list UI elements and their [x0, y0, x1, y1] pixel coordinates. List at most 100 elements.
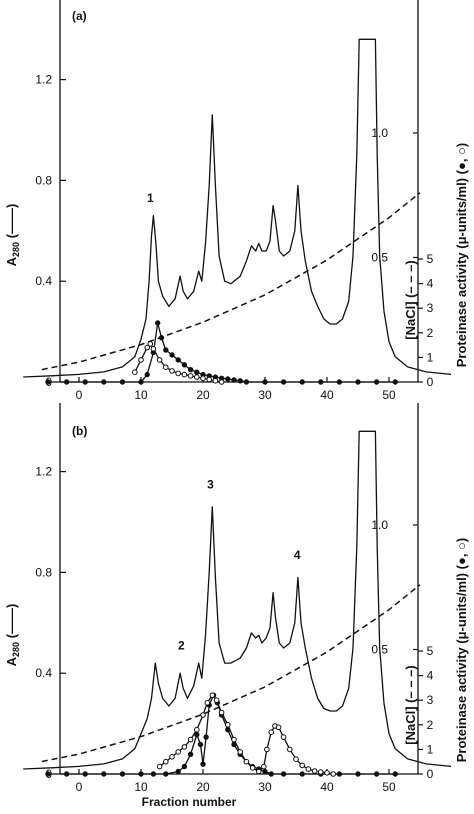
activity-point-open: [311, 768, 318, 774]
peak-label: 3: [207, 477, 214, 491]
x-tick-label: 10: [134, 780, 148, 794]
y-tick-label: 0.8: [35, 565, 52, 579]
activity-point-open: [200, 375, 206, 382]
activity-tick-label: 5: [427, 252, 434, 266]
activity-point-open: [261, 763, 267, 770]
y-ticks-b: 00.40.81.2: [35, 465, 66, 781]
activity-point-open: [144, 344, 150, 351]
activity-point-open: [231, 736, 237, 743]
activity-point-open: [293, 756, 299, 763]
activity-point-filled: [187, 367, 194, 373]
y-tick-label: 1.2: [35, 465, 52, 479]
peak-label: 1: [147, 191, 154, 205]
activity-point-filled: [163, 771, 169, 777]
activity-point-filled: [200, 761, 206, 767]
y-axis-title-a: A280 (——): [4, 204, 21, 267]
x-tick-label: 30: [258, 388, 272, 402]
x-tick-label: 0: [76, 388, 83, 402]
nacl-line: [41, 192, 421, 371]
activity-ticks-b: 0 1 2 3 4 5: [418, 644, 434, 781]
peak-labels-a: 1: [147, 191, 154, 205]
activity-tick-label: 4: [427, 277, 434, 291]
x-ticks-a: 0 10 20 30 40 50: [76, 377, 396, 402]
activity-point-filled: [101, 771, 107, 777]
activity-tick-label: 5: [427, 644, 434, 658]
activity-point-open: [194, 726, 200, 733]
activity-point-filled: [299, 771, 305, 777]
activity-point-filled: [101, 379, 107, 385]
activity-point-filled: [373, 771, 380, 777]
activity-point-filled: [355, 379, 361, 385]
activity-point-open: [280, 734, 287, 740]
activity-point-filled: [225, 376, 231, 382]
panel-label-a: (a): [72, 9, 87, 23]
x-axis-title: Fraction number: [142, 795, 237, 809]
activity-point-open: [264, 746, 270, 753]
activity-point-filled: [262, 379, 268, 385]
activity-point-open: [138, 357, 144, 363]
nacl-line: [41, 584, 421, 763]
activity-point-filled: [138, 771, 144, 777]
activity-point-filled: [187, 751, 194, 757]
x-tick-label: 50: [382, 388, 396, 402]
activity-point-open: [237, 749, 243, 755]
activity-point-filled: [231, 377, 237, 383]
activity-point-filled: [299, 379, 305, 385]
x-tick-label: 30: [258, 780, 272, 794]
activity-point-filled: [392, 379, 398, 385]
activity-point-filled: [181, 362, 188, 368]
activity-point-open: [324, 770, 330, 776]
activity-point-open: [175, 370, 181, 377]
y-tick-label: 0.4: [35, 666, 52, 680]
activity-point-open: [181, 744, 188, 750]
activity-tick-label: 2: [427, 326, 434, 340]
activity-point-filled: [194, 369, 200, 375]
activity-point-open: [206, 376, 212, 383]
activity-point-open: [275, 724, 282, 731]
y-tick-label: 0.8: [35, 173, 52, 187]
activity-point-open: [287, 746, 293, 753]
activity-point-filled: [262, 768, 268, 775]
activity-ticks-a: 0 1 2 3 4 5: [418, 252, 434, 389]
x-tick-label: 20: [196, 388, 210, 402]
panel-b: (b) A280 (——) [NaCl] (– – –) Proteinase …: [4, 403, 469, 794]
nacl-tick-label: 1.0: [371, 126, 388, 140]
y-axis-title-b: A280 (——): [4, 604, 21, 667]
nacl-tick-label: 1.0: [371, 518, 388, 532]
series-b: [23, 430, 452, 777]
x-tick-label: 10: [134, 388, 148, 402]
activity-point-filled: [163, 347, 169, 353]
x-tick-label: 0: [76, 780, 83, 794]
activity-point-open: [187, 373, 194, 379]
x-tick-label: 40: [320, 780, 334, 794]
activity-point-filled: [119, 379, 126, 385]
activity-point-filled: [336, 379, 343, 385]
activity-point-filled: [268, 771, 274, 777]
activity-point-open: [225, 722, 231, 728]
activity-tick-label: 4: [427, 669, 434, 683]
activity-point-open: [194, 374, 200, 380]
activity-point-filled: [45, 379, 51, 385]
activity-point-open: [150, 346, 157, 352]
activity-point-filled: [82, 771, 88, 777]
activity-point-filled: [175, 768, 181, 775]
series-a: [23, 38, 452, 385]
activity-point-filled: [150, 771, 157, 777]
activity-point-open: [163, 364, 169, 371]
activity-point-open: [212, 378, 219, 384]
activity-point-filled: [169, 352, 175, 358]
activity-point-filled: [280, 771, 287, 777]
activity-point-open: [299, 762, 306, 769]
activity-point-filled: [355, 771, 361, 777]
activity-point-filled: [237, 378, 243, 384]
activity-point-filled: [155, 320, 161, 326]
absorbance-line: [23, 38, 452, 378]
activity-point-filled: [45, 771, 51, 777]
activity-point-open: [256, 768, 262, 775]
absorbance-line: [23, 430, 452, 770]
activity-point-filled: [280, 379, 287, 385]
activity-point-filled: [63, 379, 70, 385]
activity-point-open: [156, 763, 163, 770]
x-tick-label: 40: [320, 388, 334, 402]
